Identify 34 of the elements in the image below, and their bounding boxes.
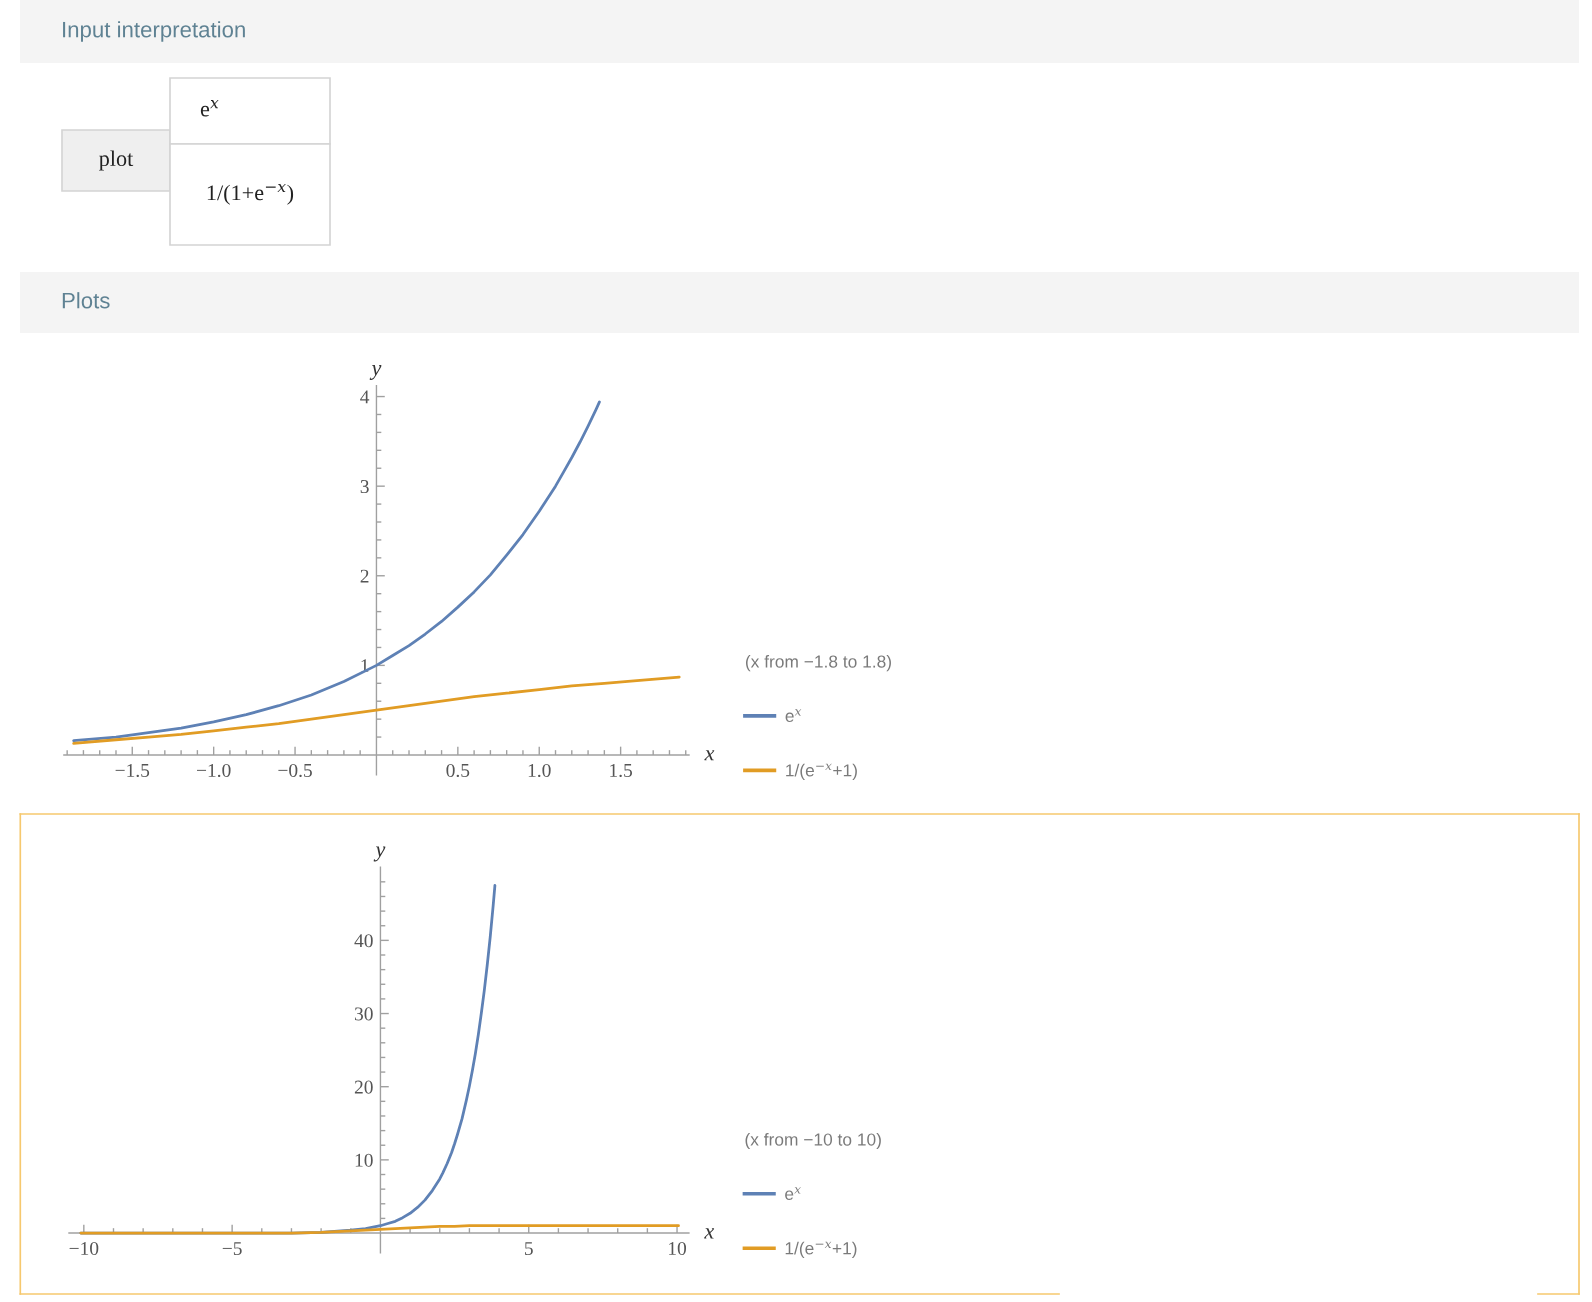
x-tick-label: −1.0 xyxy=(197,763,231,778)
y-tick-label: 20 xyxy=(354,1080,373,1094)
legend-label: 1/(e$^{−x}$+1) xyxy=(786,763,857,780)
y-tick-label: 40 xyxy=(354,934,373,948)
legend-label: 1/(e$^{−x}$+1) xyxy=(785,1241,857,1258)
y-tick-label: 4 xyxy=(360,390,370,404)
y-tick-label: 3 xyxy=(360,480,369,494)
x-tick-label: −5 xyxy=(222,1242,242,1256)
x-tick-label: 5 xyxy=(525,1242,533,1256)
y-axis-title: y xyxy=(369,364,382,380)
y-axis-title: y xyxy=(373,846,386,862)
text: Input interpretation xyxy=(63,21,245,42)
legend-title: (x from −10 to 10) xyxy=(745,1132,881,1150)
y-tick-label: 10 xyxy=(355,1153,373,1167)
x-tick-label: −1.5 xyxy=(115,763,150,778)
line-series xyxy=(72,675,681,745)
line-series xyxy=(79,1224,680,1235)
x-axis-title: x xyxy=(704,750,715,761)
legend-label: e$^{x}$ xyxy=(785,1187,801,1200)
text: 1/(1+e$^{−x}$) xyxy=(207,183,294,205)
chart-title: Plots xyxy=(62,292,110,309)
y-tick-label: 2 xyxy=(360,569,369,583)
x-tick-label: 1.5 xyxy=(610,763,633,778)
text: e$^{x}$ xyxy=(200,100,219,117)
x-tick-label: 1.0 xyxy=(528,763,551,778)
x-tick-label: −10 xyxy=(69,1241,99,1256)
x-tick-label: 10 xyxy=(669,1241,687,1256)
legend-title: (x from −1.8 to 1.8) xyxy=(745,654,891,672)
text: plot xyxy=(99,150,134,171)
y-tick-label: 30 xyxy=(354,1007,373,1021)
x-axis-title: x xyxy=(704,1228,715,1239)
x-tick-label: −0.5 xyxy=(278,763,312,778)
x-tick-label: 0.5 xyxy=(446,763,470,778)
legend-label: e$^{x}$ xyxy=(785,709,802,723)
